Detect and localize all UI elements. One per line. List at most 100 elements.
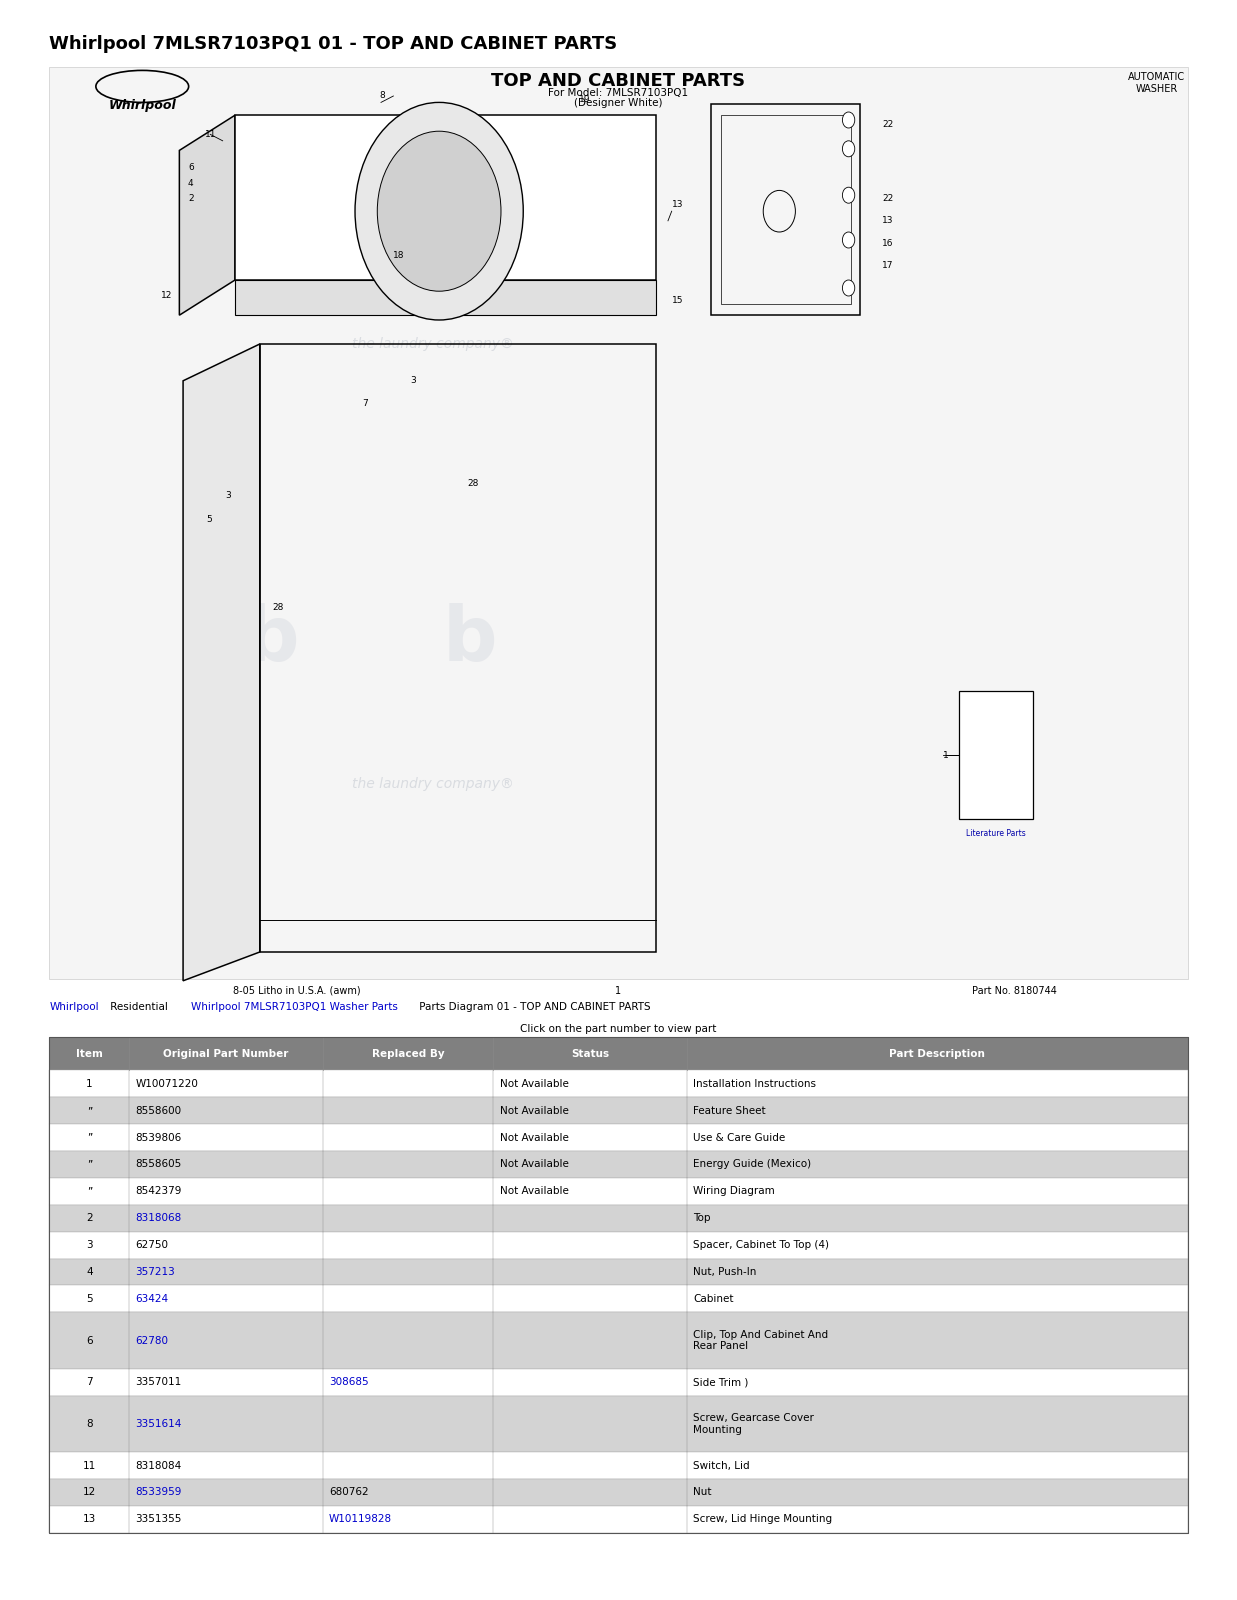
Bar [49,1232,1188,1259]
Text: 62750: 62750 [135,1240,168,1250]
Text: W10071220: W10071220 [135,1078,198,1090]
Bar [49,1395,1188,1453]
Text: 4: 4 [188,179,194,189]
Text: Part Description: Part Description [889,1048,985,1059]
Text: Wiring Diagram: Wiring Diagram [693,1186,774,1197]
Text: 357213: 357213 [135,1267,176,1277]
Text: 22: 22 [882,120,893,130]
Text: 16: 16 [882,238,893,248]
Bar [49,1453,1188,1478]
Text: 8542379: 8542379 [135,1186,182,1197]
Text: 12: 12 [83,1488,96,1498]
Text: Whirlpool 7MLSR7103PQ1 01 - TOP AND CABINET PARTS: Whirlpool 7MLSR7103PQ1 01 - TOP AND CABI… [49,35,617,53]
Text: 6: 6 [188,163,194,173]
Text: 19: 19 [579,94,590,104]
Bar [49,1478,1188,1506]
Text: the laundry company®: the laundry company® [353,778,513,790]
Text: 1: 1 [87,1078,93,1090]
Text: 11: 11 [205,130,216,139]
Text: 8-05 Litho in U.S.A. (awm): 8-05 Litho in U.S.A. (awm) [233,986,361,995]
Text: Not Available: Not Available [500,1186,568,1197]
Text: Not Available: Not Available [500,1106,568,1115]
Text: 3: 3 [87,1240,93,1250]
Text: Switch, Lid: Switch, Lid [693,1461,750,1470]
Circle shape [842,280,855,296]
Text: Energy Guide (Mexico): Energy Guide (Mexico) [693,1160,811,1170]
Text: 3: 3 [411,376,417,386]
Bar [49,1312,1188,1368]
Bar [49,1506,1188,1533]
Circle shape [355,102,523,320]
Polygon shape [179,115,235,315]
Bar [49,1150,1188,1178]
Text: 15: 15 [672,296,683,306]
Text: Feature Sheet: Feature Sheet [693,1106,766,1115]
Bar [49,1178,1188,1205]
Polygon shape [235,280,656,315]
Text: 1: 1 [943,750,949,760]
Text: b: b [245,603,299,677]
Text: 5: 5 [207,515,213,525]
Text: ”: ” [87,1106,92,1115]
Text: Clip, Top And Cabinet And
Rear Panel: Clip, Top And Cabinet And Rear Panel [693,1330,828,1352]
Text: 13: 13 [882,216,893,226]
Text: 18: 18 [393,251,404,261]
Text: Top: Top [693,1213,710,1224]
Text: Part No. 8180744: Part No. 8180744 [972,986,1056,995]
Text: 8558605: 8558605 [135,1160,182,1170]
Text: Not Available: Not Available [500,1160,568,1170]
Text: 8: 8 [87,1419,93,1429]
Text: 63424: 63424 [135,1294,168,1304]
Circle shape [377,131,501,291]
Text: ”: ” [87,1160,92,1170]
Text: Screw, Gearcase Cover
Mounting: Screw, Gearcase Cover Mounting [693,1413,814,1435]
Text: 8533959: 8533959 [135,1488,182,1498]
Text: 8318068: 8318068 [135,1213,182,1224]
Text: 22: 22 [882,194,893,203]
Text: 308685: 308685 [329,1378,369,1387]
Text: AUTOMATIC
WASHER: AUTOMATIC WASHER [1128,72,1185,93]
Text: (Designer White): (Designer White) [574,98,663,107]
Text: 8539806: 8539806 [135,1133,182,1142]
Text: 2: 2 [87,1213,93,1224]
Text: the laundry company®: the laundry company® [353,338,513,350]
Polygon shape [183,344,260,981]
Text: 3357011: 3357011 [135,1378,182,1387]
Text: Whirlpool 7MLSR7103PQ1 Washer Parts: Whirlpool 7MLSR7103PQ1 Washer Parts [190,1002,398,1011]
Bar [49,1070,1188,1098]
Text: Nut, Push-In: Nut, Push-In [693,1267,756,1277]
Bar [49,1205,1188,1232]
Circle shape [842,112,855,128]
Bar [49,1098,1188,1125]
Circle shape [842,232,855,248]
Text: Parts Diagram 01 - TOP AND CABINET PARTS: Parts Diagram 01 - TOP AND CABINET PARTS [416,1002,651,1011]
Text: ”: ” [87,1133,92,1142]
Text: Whirlpool: Whirlpool [109,99,176,112]
Bar [49,1259,1188,1285]
Text: 12: 12 [161,291,172,301]
Text: 28: 28 [468,478,479,488]
Text: 11: 11 [83,1461,96,1470]
Text: 6: 6 [87,1336,93,1346]
Text: 2: 2 [188,194,194,203]
Text: Not Available: Not Available [500,1078,568,1090]
Text: Nut: Nut [693,1488,711,1498]
Polygon shape [959,691,1033,819]
Text: b: b [245,187,299,261]
Text: 13: 13 [672,200,683,210]
Text: 3351355: 3351355 [135,1514,182,1525]
Text: 28: 28 [272,603,283,613]
Text: 13: 13 [83,1514,96,1525]
Bar [49,1368,1188,1395]
Text: 3: 3 [225,491,231,501]
Circle shape [842,187,855,203]
Text: For Model: 7MLSR7103PQ1: For Model: 7MLSR7103PQ1 [548,88,689,98]
Text: Screw, Lid Hinge Mounting: Screw, Lid Hinge Mounting [693,1514,833,1525]
Circle shape [842,141,855,157]
Text: 7: 7 [87,1378,93,1387]
Text: 8558600: 8558600 [135,1106,182,1115]
Text: Spacer, Cabinet To Top (4): Spacer, Cabinet To Top (4) [693,1240,829,1250]
Text: Whirlpool: Whirlpool [49,1002,99,1011]
Bar [49,1037,1188,1070]
Text: Installation Instructions: Installation Instructions [693,1078,816,1090]
